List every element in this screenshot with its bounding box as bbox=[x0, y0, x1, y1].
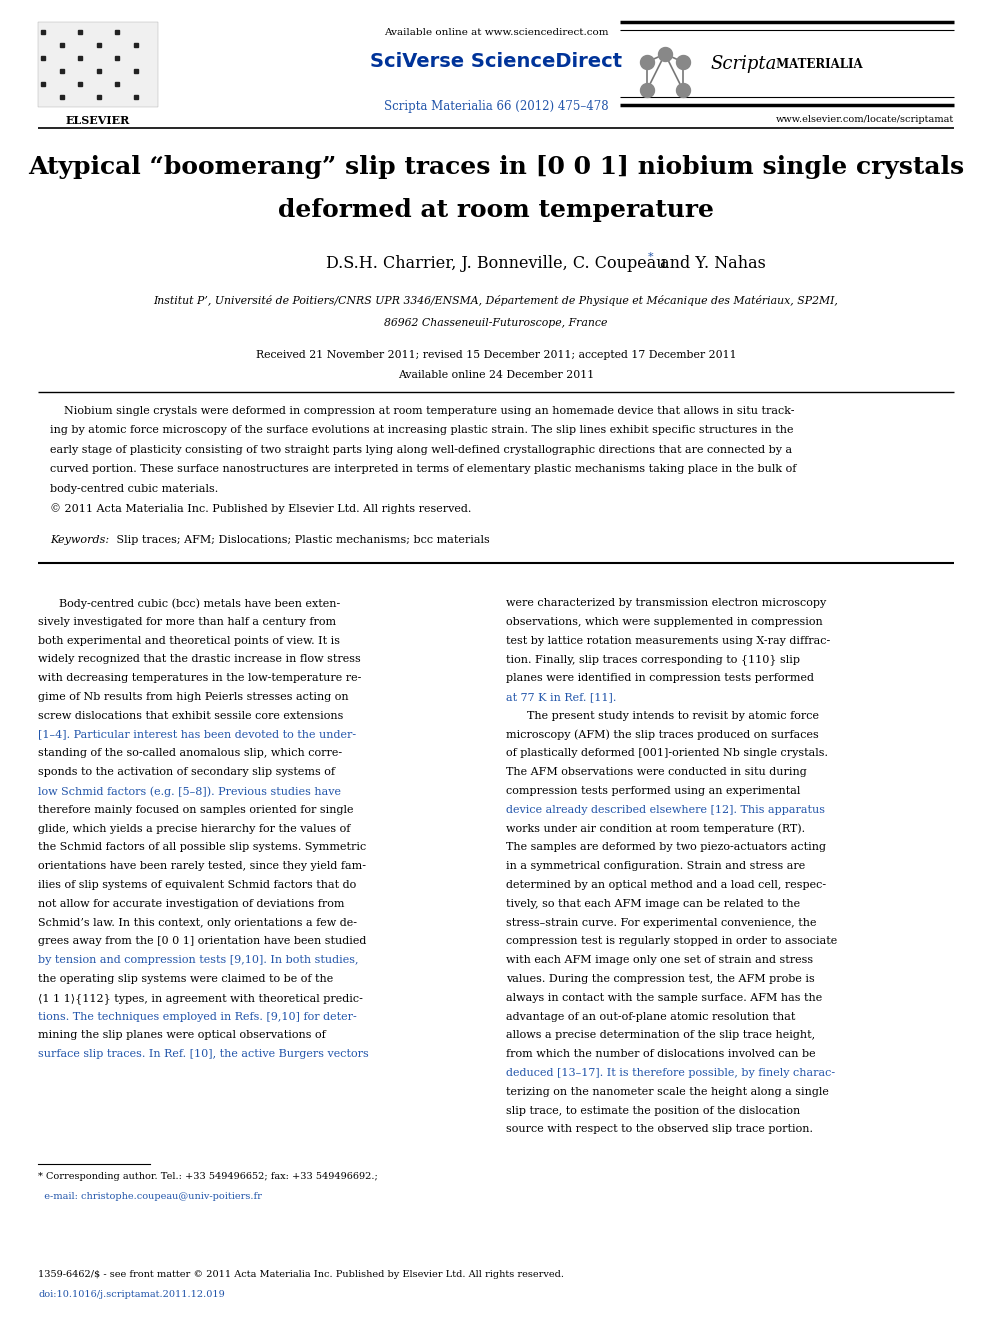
Text: gime of Nb results from high Peierls stresses acting on: gime of Nb results from high Peierls str… bbox=[38, 692, 348, 703]
Text: Available online at www.sciencedirect.com: Available online at www.sciencedirect.co… bbox=[384, 28, 608, 37]
Text: and Y. Nahas: and Y. Nahas bbox=[655, 255, 766, 273]
Text: sively investigated for more than half a century from: sively investigated for more than half a… bbox=[38, 617, 336, 627]
Text: test by lattice rotation measurements using X-ray diffrac-: test by lattice rotation measurements us… bbox=[506, 635, 830, 646]
Text: Body-centred cubic (bcc) metals have been exten-: Body-centred cubic (bcc) metals have bee… bbox=[38, 598, 340, 609]
Text: therefore mainly focused on samples oriented for single: therefore mainly focused on samples orie… bbox=[38, 804, 353, 815]
Text: Received 21 November 2011; revised 15 December 2011; accepted 17 December 2011: Received 21 November 2011; revised 15 De… bbox=[256, 351, 736, 360]
Text: ⟨1 1 1⟩{112} types, in agreement with theoretical predic-: ⟨1 1 1⟩{112} types, in agreement with th… bbox=[38, 992, 363, 1004]
Text: not allow for accurate investigation of deviations from: not allow for accurate investigation of … bbox=[38, 898, 344, 909]
Text: Scripta: Scripta bbox=[710, 56, 777, 73]
Text: Schmid’s law. In this context, only orientations a few de-: Schmid’s law. In this context, only orie… bbox=[38, 918, 357, 927]
Text: Slip traces; AFM; Dislocations; Plastic mechanisms; bcc materials: Slip traces; AFM; Dislocations; Plastic … bbox=[113, 534, 490, 545]
Text: * Corresponding author. Tel.: +33 549496652; fax: +33 549496692.;: * Corresponding author. Tel.: +33 549496… bbox=[38, 1172, 378, 1181]
Text: [1–4]. Particular interest has been devoted to the under-: [1–4]. Particular interest has been devo… bbox=[38, 729, 356, 740]
Text: e-mail: christophe.coupeau@univ-poitiers.fr: e-mail: christophe.coupeau@univ-poitiers… bbox=[38, 1192, 262, 1201]
Text: source with respect to the observed slip trace portion.: source with respect to the observed slip… bbox=[506, 1125, 813, 1134]
Text: works under air condition at room temperature (RT).: works under air condition at room temper… bbox=[506, 824, 806, 835]
Text: early stage of plasticity consisting of two straight parts lying along well-defi: early stage of plasticity consisting of … bbox=[50, 445, 793, 455]
Text: microscopy (AFM) the slip traces produced on surfaces: microscopy (AFM) the slip traces produce… bbox=[506, 729, 818, 740]
Text: compression test is regularly stopped in order to associate: compression test is regularly stopped in… bbox=[506, 937, 837, 946]
Text: Available online 24 December 2011: Available online 24 December 2011 bbox=[398, 370, 594, 380]
Text: Keywords:: Keywords: bbox=[50, 534, 109, 545]
Text: compression tests performed using an experimental: compression tests performed using an exp… bbox=[506, 786, 801, 796]
Text: allows a precise determination of the slip trace height,: allows a precise determination of the sl… bbox=[506, 1031, 815, 1040]
Text: values. During the compression test, the AFM probe is: values. During the compression test, the… bbox=[506, 974, 814, 984]
Text: The present study intends to revisit by atomic force: The present study intends to revisit by … bbox=[506, 710, 819, 721]
Text: deduced [13–17]. It is therefore possible, by finely charac-: deduced [13–17]. It is therefore possibl… bbox=[506, 1068, 835, 1078]
Text: with decreasing temperatures in the low-temperature re-: with decreasing temperatures in the low-… bbox=[38, 673, 361, 683]
Text: low Schmid factors (e.g. [5–8]). Previous studies have: low Schmid factors (e.g. [5–8]). Previou… bbox=[38, 786, 341, 796]
Text: ELSEVIER: ELSEVIER bbox=[65, 115, 130, 126]
Text: MATERIALIA: MATERIALIA bbox=[772, 58, 863, 71]
Text: ilies of slip systems of equivalent Schmid factors that do: ilies of slip systems of equivalent Schm… bbox=[38, 880, 356, 890]
Text: SciVerse ScienceDirect: SciVerse ScienceDirect bbox=[370, 52, 622, 71]
Text: with each AFM image only one set of strain and stress: with each AFM image only one set of stra… bbox=[506, 955, 813, 966]
Text: Institut P’, Université de Poitiers/CNRS UPR 3346/ENSMA, Département de Physique: Institut P’, Université de Poitiers/CNRS… bbox=[154, 295, 838, 306]
Text: www.elsevier.com/locate/scriptamat: www.elsevier.com/locate/scriptamat bbox=[776, 115, 954, 124]
Text: curved portion. These surface nanostructures are interpreted in terms of element: curved portion. These surface nanostruct… bbox=[50, 464, 797, 475]
Text: 86962 Chasseneuil-Futuroscope, France: 86962 Chasseneuil-Futuroscope, France bbox=[384, 318, 608, 328]
Text: device already described elsewhere [12]. This apparatus: device already described elsewhere [12].… bbox=[506, 804, 825, 815]
Text: Atypical “boomerang” slip traces in [0 0 1] niobium single crystals: Atypical “boomerang” slip traces in [0 0… bbox=[28, 155, 964, 179]
Text: orientations have been rarely tested, since they yield fam-: orientations have been rarely tested, si… bbox=[38, 861, 366, 872]
Text: of plastically deformed [001]-oriented Nb single crystals.: of plastically deformed [001]-oriented N… bbox=[506, 749, 828, 758]
Text: widely recognized that the drastic increase in flow stress: widely recognized that the drastic incre… bbox=[38, 655, 361, 664]
Text: the operating slip systems were claimed to be of the: the operating slip systems were claimed … bbox=[38, 974, 333, 984]
Text: ing by atomic force microscopy of the surface evolutions at increasing plastic s: ing by atomic force microscopy of the su… bbox=[50, 426, 794, 435]
Text: 1359-6462/$ - see front matter © 2011 Acta Materialia Inc. Published by Elsevier: 1359-6462/$ - see front matter © 2011 Ac… bbox=[38, 1270, 564, 1279]
Text: body-centred cubic materials.: body-centred cubic materials. bbox=[50, 484, 218, 493]
Text: © 2011 Acta Materialia Inc. Published by Elsevier Ltd. All rights reserved.: © 2011 Acta Materialia Inc. Published by… bbox=[50, 504, 471, 515]
Text: mining the slip planes were optical observations of: mining the slip planes were optical obse… bbox=[38, 1031, 325, 1040]
Text: The AFM observations were conducted in situ during: The AFM observations were conducted in s… bbox=[506, 767, 806, 777]
Text: the Schmid factors of all possible slip systems. Symmetric: the Schmid factors of all possible slip … bbox=[38, 843, 366, 852]
Text: in a symmetrical configuration. Strain and stress are: in a symmetrical configuration. Strain a… bbox=[506, 861, 806, 872]
Text: terizing on the nanometer scale the height along a single: terizing on the nanometer scale the heig… bbox=[506, 1086, 829, 1097]
Text: doi:10.1016/j.scriptamat.2011.12.019: doi:10.1016/j.scriptamat.2011.12.019 bbox=[38, 1290, 225, 1299]
Text: sponds to the activation of secondary slip systems of: sponds to the activation of secondary sl… bbox=[38, 767, 335, 777]
Text: deformed at room temperature: deformed at room temperature bbox=[278, 198, 714, 222]
Text: glide, which yields a precise hierarchy for the values of: glide, which yields a precise hierarchy … bbox=[38, 824, 350, 833]
Text: tions. The techniques employed in Refs. [9,10] for deter-: tions. The techniques employed in Refs. … bbox=[38, 1012, 357, 1021]
Text: screw dislocations that exhibit sessile core extensions: screw dislocations that exhibit sessile … bbox=[38, 710, 343, 721]
Text: D.S.H. Charrier, J. Bonneville, C. Coupeau: D.S.H. Charrier, J. Bonneville, C. Coupe… bbox=[325, 255, 667, 273]
Text: Scripta Materialia 66 (2012) 475–478: Scripta Materialia 66 (2012) 475–478 bbox=[384, 101, 608, 112]
Text: stress–strain curve. For experimental convenience, the: stress–strain curve. For experimental co… bbox=[506, 918, 816, 927]
Text: by tension and compression tests [9,10]. In both studies,: by tension and compression tests [9,10].… bbox=[38, 955, 358, 966]
Text: always in contact with the sample surface. AFM has the: always in contact with the sample surfac… bbox=[506, 992, 822, 1003]
Text: standing of the so-called anomalous slip, which corre-: standing of the so-called anomalous slip… bbox=[38, 749, 342, 758]
Text: from which the number of dislocations involved can be: from which the number of dislocations in… bbox=[506, 1049, 815, 1060]
Text: slip trace, to estimate the position of the dislocation: slip trace, to estimate the position of … bbox=[506, 1106, 801, 1115]
Text: tion. Finally, slip traces corresponding to {110} slip: tion. Finally, slip traces corresponding… bbox=[506, 655, 800, 665]
Text: observations, which were supplemented in compression: observations, which were supplemented in… bbox=[506, 617, 822, 627]
Text: Niobium single crystals were deformed in compression at room temperature using a: Niobium single crystals were deformed in… bbox=[50, 406, 795, 415]
Text: The samples are deformed by two piezo-actuators acting: The samples are deformed by two piezo-ac… bbox=[506, 843, 826, 852]
Text: both experimental and theoretical points of view. It is: both experimental and theoretical points… bbox=[38, 635, 340, 646]
Text: determined by an optical method and a load cell, respec-: determined by an optical method and a lo… bbox=[506, 880, 826, 890]
Text: surface slip traces. In Ref. [10], the active Burgers vectors: surface slip traces. In Ref. [10], the a… bbox=[38, 1049, 369, 1060]
Text: were characterized by transmission electron microscopy: were characterized by transmission elect… bbox=[506, 598, 826, 609]
Text: *: * bbox=[648, 251, 654, 262]
Bar bbox=[38, 22, 158, 107]
Text: advantage of an out-of-plane atomic resolution that: advantage of an out-of-plane atomic reso… bbox=[506, 1012, 796, 1021]
Text: grees away from the [0 0 1] orientation have been studied: grees away from the [0 0 1] orientation … bbox=[38, 937, 366, 946]
Text: tively, so that each AFM image can be related to the: tively, so that each AFM image can be re… bbox=[506, 898, 801, 909]
Text: at 77 K in Ref. [11].: at 77 K in Ref. [11]. bbox=[506, 692, 616, 703]
Text: planes were identified in compression tests performed: planes were identified in compression te… bbox=[506, 673, 814, 683]
